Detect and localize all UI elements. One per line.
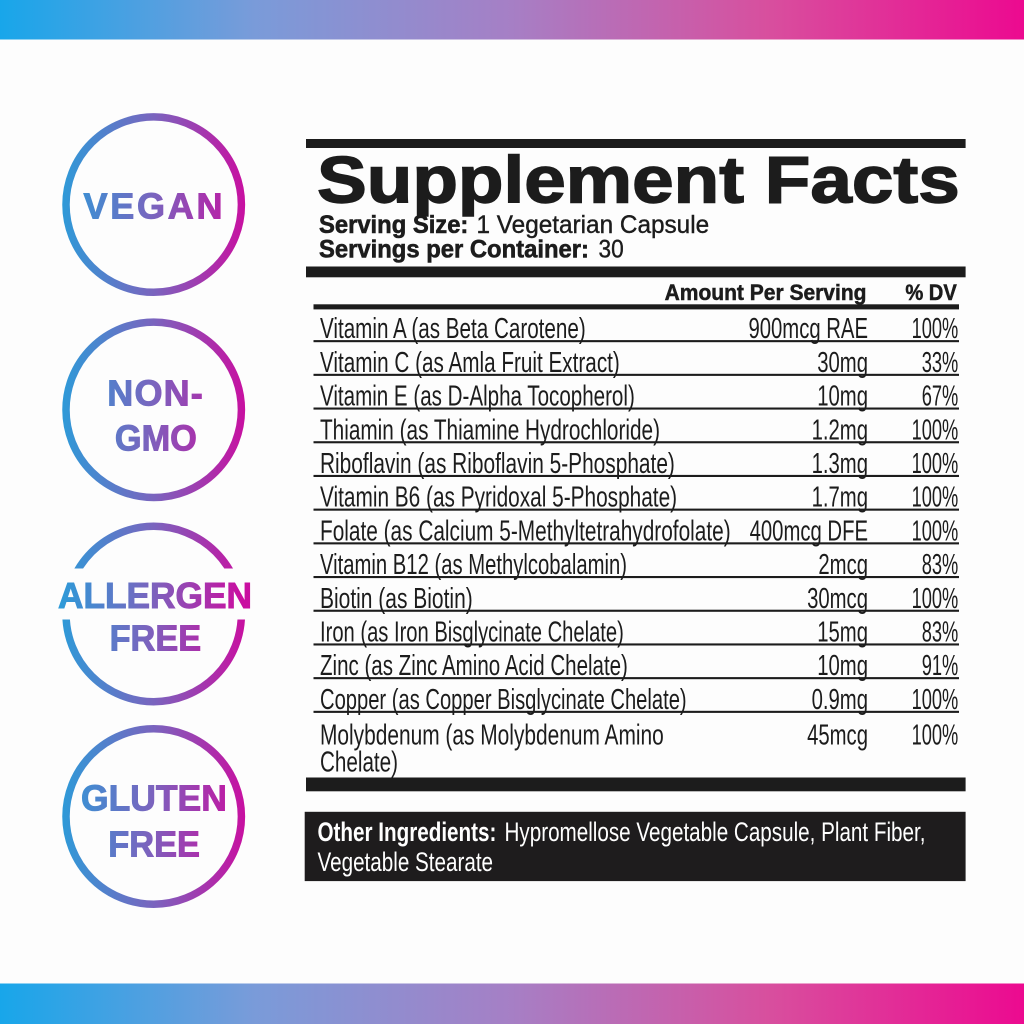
svg-text:Folate (as Calcium 5-Methyltet: Folate (as Calcium 5-Methyltetrahydrofol… — [320, 515, 731, 547]
svg-text:Vegetable Stearate: Vegetable Stearate — [317, 848, 493, 878]
svg-text:33%: 33% — [922, 347, 959, 379]
svg-text:100%: 100% — [912, 684, 959, 716]
svg-text:FREE: FREE — [108, 825, 200, 865]
svg-text:Iron (as Iron Bisglycinate Che: Iron (as Iron Bisglycinate Chelate) — [320, 616, 624, 649]
svg-text:Copper (as Copper Bisglycinate: Copper (as Copper Bisglycinate Chelate) — [320, 683, 687, 716]
svg-text:900mcg RAE: 900mcg RAE — [748, 313, 868, 345]
svg-text:45mcg: 45mcg — [807, 719, 868, 751]
svg-text:GLUTEN: GLUTEN — [81, 778, 227, 818]
svg-text:1.7mg: 1.7mg — [812, 481, 868, 513]
svg-text:91%: 91% — [922, 650, 959, 682]
svg-text:1 Vegetarian Capsule: 1 Vegetarian Capsule — [477, 212, 710, 239]
svg-text:Vitamin C (as Amla Fruit Extra: Vitamin C (as Amla Fruit Extract) — [320, 347, 620, 379]
svg-text:15mg: 15mg — [817, 616, 868, 648]
svg-text:1.3mg: 1.3mg — [812, 448, 868, 480]
svg-text:0.9mg: 0.9mg — [812, 683, 868, 715]
svg-text:NON-: NON- — [107, 373, 204, 414]
svg-text:VEGAN: VEGAN — [84, 186, 226, 227]
svg-text:Vitamin B6 (as Pyridoxal 5-Pho: Vitamin B6 (as Pyridoxal 5-Phosphate) — [320, 481, 677, 513]
svg-text:2mcg: 2mcg — [818, 549, 868, 581]
svg-text:Supplement Facts: Supplement Facts — [317, 143, 960, 217]
svg-text:30mg: 30mg — [817, 346, 868, 378]
svg-text:Other Ingredients:: Other Ingredients: — [317, 817, 496, 847]
svg-text:10mg: 10mg — [817, 650, 868, 682]
svg-text:67%: 67% — [922, 380, 959, 412]
svg-text:100%: 100% — [912, 313, 959, 345]
svg-text:100%: 100% — [912, 583, 959, 615]
svg-text:Servings per Container:: Servings per Container: — [319, 236, 589, 264]
svg-text:Hypromellose Vegetable Capsule: Hypromellose Vegetable Capsule, Plant Fi… — [505, 817, 926, 847]
svg-text:100%: 100% — [912, 482, 959, 514]
svg-text:100%: 100% — [912, 515, 959, 547]
svg-text:100%: 100% — [912, 719, 959, 751]
svg-text:ALLERGEN: ALLERGEN — [58, 576, 252, 616]
svg-text:10mg: 10mg — [817, 380, 868, 412]
svg-text:FREE: FREE — [110, 619, 201, 659]
svg-text:Vitamin E (as D-Alpha Tocopher: Vitamin E (as D-Alpha Tocopherol) — [320, 380, 635, 412]
svg-text:Amount Per Serving: Amount Per Serving — [665, 280, 867, 305]
svg-text:Biotin (as Biotin): Biotin (as Biotin) — [320, 583, 473, 615]
svg-text:Riboflavin (as Riboflavin 5-Ph: Riboflavin (as Riboflavin 5-Phosphate) — [320, 448, 675, 480]
svg-text:% DV: % DV — [905, 281, 956, 305]
svg-text:100%: 100% — [912, 448, 959, 480]
svg-text:83%: 83% — [922, 549, 959, 581]
svg-text:Serving Size:: Serving Size: — [319, 211, 468, 239]
svg-text:83%: 83% — [922, 616, 959, 648]
svg-text:GMO: GMO — [115, 419, 197, 459]
svg-text:100%: 100% — [912, 414, 959, 446]
svg-text:Thiamin (as Thiamine Hydrochlo: Thiamin (as Thiamine Hydrochloride) — [320, 414, 660, 446]
svg-text:Zinc (as Zinc Amino Acid Chela: Zinc (as Zinc Amino Acid Chelate) — [320, 650, 628, 682]
svg-text:Vitamin A (as Beta Carotene): Vitamin A (as Beta Carotene) — [320, 313, 586, 345]
svg-text:Molybdenum (as Molybdenum Amin: Molybdenum (as Molybdenum Amino — [320, 719, 664, 751]
svg-text:Vitamin B12 (as Methylcobalami: Vitamin B12 (as Methylcobalamin) — [320, 549, 627, 581]
svg-text:Chelate): Chelate) — [320, 746, 398, 778]
svg-text:30: 30 — [599, 235, 624, 263]
svg-text:1.2mg: 1.2mg — [812, 414, 868, 446]
svg-text:30mcg: 30mcg — [807, 582, 868, 614]
svg-text:400mcg DFE: 400mcg DFE — [750, 515, 868, 547]
